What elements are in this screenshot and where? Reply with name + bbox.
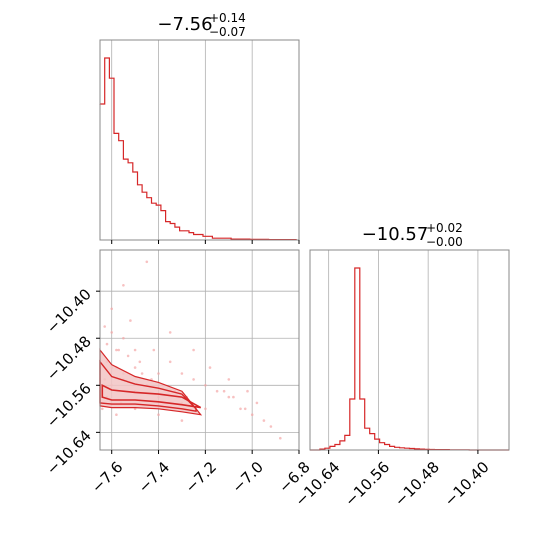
- scatter-point: [215, 389, 219, 393]
- title-bottom-right-plus: +0.02: [426, 221, 463, 235]
- frame: [309, 249, 510, 451]
- x-ticks: [111, 240, 300, 244]
- histogram-bottom-right: [310, 267, 509, 451]
- histogram-top-left: [99, 57, 297, 241]
- scatter-point: [117, 348, 120, 352]
- title-top-left-plus: +0.14: [209, 11, 246, 25]
- scatter-point: [133, 366, 137, 369]
- scatter-point: [180, 372, 184, 375]
- y-tick-label: −10.64: [43, 426, 95, 478]
- x-tick-label: −7.0: [228, 458, 266, 496]
- scatter-point: [227, 395, 231, 399]
- x-tick-label: −10.56: [341, 458, 393, 510]
- x-ticks: −7.6 −7.4 −7.2 −7.0 −6.8: [88, 450, 314, 497]
- scatter-point: [255, 401, 259, 405]
- x-tick-label: −10.48: [391, 458, 443, 510]
- grid: [111, 40, 300, 240]
- y-tick-label: −10.40: [43, 285, 95, 337]
- contour-line: [99, 348, 203, 416]
- x-tick-label: −7.2: [182, 458, 220, 496]
- scatter-point: [262, 419, 266, 422]
- hist-panel-bottom-right: −10.64−10.56−10.48−10.40 −10.57 +0.02 −0…: [291, 221, 510, 510]
- scatter-point: [145, 260, 149, 264]
- scatter-point: [269, 425, 273, 428]
- scatter-point: [227, 378, 231, 381]
- title-bottom-right-minus: −0.00: [426, 235, 463, 249]
- scatter-point: [110, 307, 113, 311]
- y-ticks: −10.40−10.48−10.56−10.64: [43, 285, 100, 478]
- scatter-point: [138, 360, 142, 364]
- scatter-point: [101, 407, 104, 411]
- scatter-point: [115, 413, 118, 417]
- scatter-point: [239, 407, 242, 411]
- x-tick-label: −10.40: [441, 458, 493, 510]
- scatter-panel-bottom-left: −7.6 −7.4 −7.2 −7.0 −6.8 −10.40−10.48−10.56−…: [43, 249, 314, 497]
- grid: [100, 250, 300, 450]
- scatter-point: [129, 319, 132, 322]
- scatter-point: [192, 378, 195, 381]
- scatter-point: [133, 348, 137, 352]
- scatter-point: [204, 384, 207, 387]
- scatter-point: [110, 331, 113, 334]
- title-top-left-minus: −0.07: [209, 25, 246, 39]
- scatter-point: [105, 342, 109, 346]
- x-tick-label: −7.6: [88, 458, 126, 496]
- scatter-point: [246, 389, 249, 393]
- y-tick-label: −10.56: [43, 379, 95, 431]
- scatter-point: [122, 284, 125, 287]
- scatter-point: [157, 372, 160, 375]
- contours: [99, 348, 203, 416]
- scatter-point: [122, 336, 125, 340]
- title-bottom-right: −10.57: [362, 224, 429, 245]
- scatter-point: [152, 348, 156, 352]
- scatter-point: [243, 407, 247, 411]
- scatter-point: [204, 407, 207, 411]
- frame: [99, 39, 300, 241]
- frame: [99, 249, 300, 451]
- scatter-point: [168, 331, 172, 334]
- y-tick-label: −10.48: [43, 332, 95, 384]
- scatter-point: [140, 372, 144, 375]
- scatter-point: [168, 360, 172, 364]
- scatter-point: [126, 354, 130, 358]
- scatter-point: [222, 389, 226, 393]
- scatter-point: [157, 413, 160, 417]
- grid: [328, 250, 479, 450]
- hist-panel-top-left: −7.56 +0.14 −0.07: [99, 11, 300, 244]
- title-top-left: −7.56: [157, 14, 212, 35]
- contour-fill: [100, 350, 201, 415]
- scatter-point: [232, 395, 235, 399]
- x-ticks: −10.64−10.56−10.48−10.40: [291, 450, 493, 510]
- scatter-point: [279, 436, 282, 440]
- scatter-point: [250, 413, 254, 417]
- scatter-point: [192, 348, 195, 352]
- scatter-point: [115, 348, 118, 352]
- x-tick-label: −7.4: [135, 458, 173, 496]
- scatter-point: [208, 366, 212, 369]
- scatter-point: [180, 419, 184, 422]
- scatter-point: [103, 325, 106, 328]
